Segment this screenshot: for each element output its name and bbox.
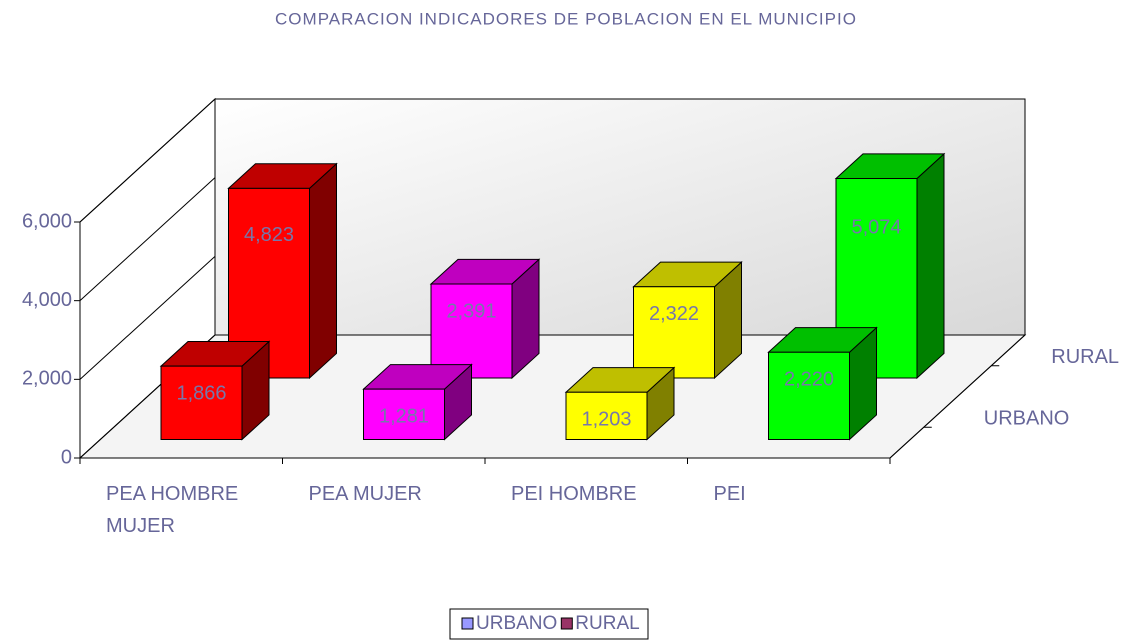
depth-label: RURAL	[1051, 346, 1119, 368]
bar-side	[916, 152, 945, 380]
y-tick-label: 6,000	[22, 210, 72, 232]
x-tick-label: PEA HOMBRE MUJER	[106, 483, 239, 537]
bar	[768, 351, 850, 441]
y-tick-label: 2,000	[22, 368, 72, 390]
x-tick-label: PEI HOMBRE	[511, 483, 637, 505]
legend-label: URBANO	[476, 613, 557, 634]
bar	[160, 365, 243, 441]
y-tick-label: 4,000	[22, 289, 72, 311]
value-label: 2,322	[649, 303, 699, 325]
legend-box	[449, 608, 649, 640]
depth-label: URBANO	[984, 408, 1070, 430]
value-label: 1,203	[581, 409, 631, 431]
x-tick-label: PEA MUJER	[308, 483, 422, 505]
depth-axis	[889, 334, 1026, 459]
bar	[430, 283, 513, 379]
x-tick-label: PEI	[713, 483, 746, 505]
legend-label: RURAL	[575, 613, 639, 634]
value-label: 5,074	[851, 217, 901, 239]
value-label: 2,220	[784, 369, 834, 391]
y-tick-label: 0	[61, 446, 72, 468]
legend-swatch	[560, 617, 573, 630]
grid-line	[79, 98, 216, 223]
value-label: 1,281	[379, 405, 429, 427]
value-label: 2,391	[446, 300, 496, 322]
bar	[363, 388, 445, 441]
grid-line	[79, 177, 216, 302]
bar-side	[309, 162, 337, 380]
chart-title: COMPARACION INDICADORES DE POBLACION EN …	[275, 9, 857, 28]
bar	[228, 187, 310, 379]
value-label: 1,866	[176, 382, 226, 404]
grid-line	[79, 255, 216, 380]
legend-swatch	[461, 617, 474, 630]
value-label: 4,823	[244, 224, 294, 246]
bar	[633, 286, 715, 379]
bar	[565, 391, 648, 441]
